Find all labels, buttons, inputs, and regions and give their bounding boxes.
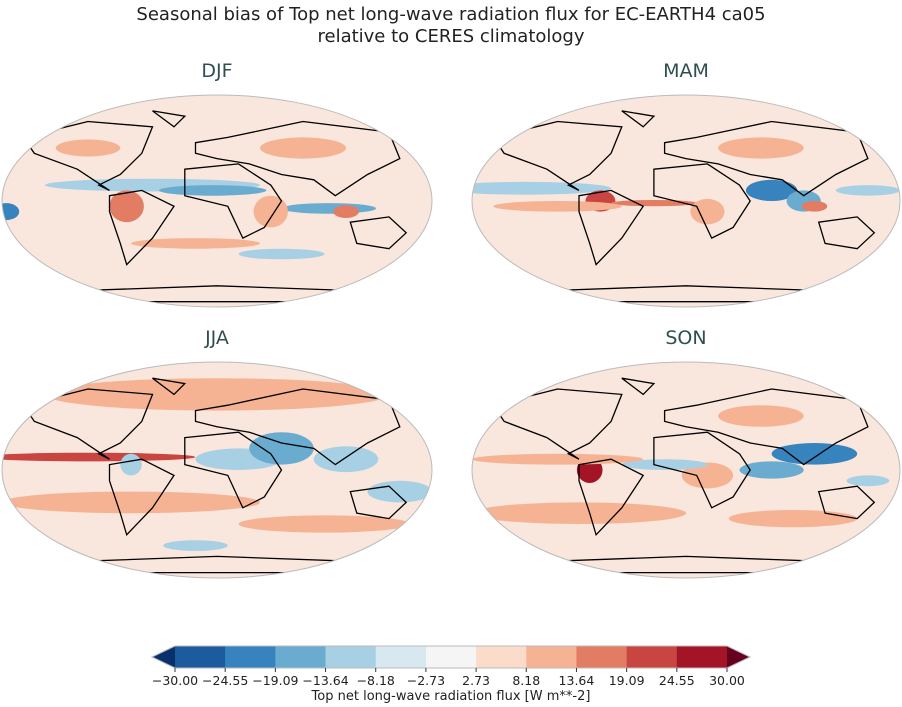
coastline bbox=[194, 388, 401, 466]
colorbar-segment bbox=[375, 646, 427, 668]
bias-region bbox=[835, 185, 900, 196]
coastline bbox=[152, 377, 187, 396]
coastline bbox=[653, 163, 751, 239]
coastline bbox=[621, 377, 656, 396]
bias-region bbox=[472, 502, 686, 524]
bias-region bbox=[718, 137, 804, 159]
map-boundary bbox=[471, 361, 901, 579]
bias-region bbox=[728, 509, 858, 528]
colorbar-segment bbox=[526, 646, 577, 668]
colorbar-extend-min bbox=[152, 646, 175, 668]
bias-region bbox=[771, 443, 858, 465]
bias-region bbox=[801, 201, 828, 212]
bias-region bbox=[45, 378, 389, 411]
coastline bbox=[578, 458, 645, 537]
colorbar-tick-label: 13.64 bbox=[559, 673, 595, 688]
coastline bbox=[22, 120, 154, 191]
panel-title-mam: MAM bbox=[663, 60, 709, 82]
bias-region bbox=[333, 205, 359, 218]
bias-region bbox=[313, 446, 379, 473]
colorbar-tick-label: −30.00 bbox=[152, 673, 198, 688]
coastline bbox=[349, 485, 408, 520]
colorbar-segment bbox=[676, 646, 728, 668]
colorbar-tick-label: −24.55 bbox=[202, 673, 248, 688]
colorbar-segment bbox=[576, 646, 628, 668]
bias-region bbox=[367, 480, 432, 503]
bias-region bbox=[238, 515, 411, 533]
bias-region bbox=[681, 462, 734, 489]
colorbar-segment bbox=[325, 646, 377, 668]
bias-region bbox=[739, 461, 804, 479]
coastline bbox=[492, 120, 623, 191]
bias-region bbox=[163, 540, 228, 551]
colorbar-tick-label: 8.18 bbox=[512, 673, 540, 688]
coastline bbox=[108, 458, 175, 537]
bias-region bbox=[472, 453, 644, 465]
coastline bbox=[817, 216, 876, 250]
bias-region bbox=[260, 137, 346, 159]
bias-region bbox=[718, 405, 804, 427]
map-panel-djf bbox=[1, 94, 433, 308]
coastline bbox=[663, 120, 869, 197]
colorbar-tick-label: 19.09 bbox=[609, 673, 645, 688]
colorbar-tick-label: −19.09 bbox=[252, 673, 298, 688]
colorbar-tick-label: 30.00 bbox=[709, 673, 745, 688]
colorbar-segment bbox=[476, 646, 527, 668]
map-panel-mam bbox=[471, 94, 901, 308]
coastline bbox=[152, 110, 187, 128]
panel-title-jja: JJA bbox=[205, 327, 229, 349]
colorbar-tick-label: 24.55 bbox=[659, 673, 695, 688]
bias-region bbox=[846, 475, 890, 487]
bias-region bbox=[2, 203, 20, 221]
bias-region bbox=[690, 198, 725, 225]
bias-region bbox=[55, 139, 121, 157]
figure-title-line2: relative to CERES climatology bbox=[317, 26, 585, 47]
map-boundary bbox=[1, 94, 433, 308]
map-boundary bbox=[471, 94, 901, 308]
coastline bbox=[663, 388, 869, 466]
colorbar-tick-label: 2.73 bbox=[462, 673, 490, 688]
colorbar-tick-label: −2.73 bbox=[407, 673, 445, 688]
coastline bbox=[194, 120, 401, 197]
colorbar-tick-label: −8.18 bbox=[357, 673, 395, 688]
bias-region bbox=[120, 453, 142, 476]
colorbar-label: Top net long-wave radiation flux [W m**-… bbox=[311, 689, 591, 704]
bias-region bbox=[745, 179, 798, 201]
coastline bbox=[108, 189, 175, 266]
coastline bbox=[22, 388, 154, 460]
coastline bbox=[349, 216, 408, 250]
coastline bbox=[184, 431, 283, 509]
panel-title-son: SON bbox=[665, 327, 707, 349]
bias-region bbox=[238, 248, 325, 260]
colorbar-segment bbox=[425, 646, 477, 668]
coastline bbox=[817, 485, 876, 520]
bias-region bbox=[621, 459, 708, 470]
coastline bbox=[184, 163, 283, 239]
colorbar-tick-label: −13.64 bbox=[302, 673, 348, 688]
map-panel-jja bbox=[1, 361, 433, 579]
bias-region bbox=[131, 238, 260, 249]
bias-region bbox=[109, 190, 144, 223]
colorbar-segment bbox=[175, 646, 226, 668]
coastline bbox=[621, 110, 656, 128]
bias-region bbox=[249, 432, 314, 465]
bias-region bbox=[2, 491, 260, 514]
bias-region bbox=[493, 201, 622, 212]
coastline bbox=[578, 189, 645, 266]
map-panel-son bbox=[471, 361, 901, 579]
colorbar-extend-max bbox=[727, 646, 750, 668]
figure-title-line1: Seasonal bias of Top net long-wave radia… bbox=[136, 4, 766, 25]
colorbar-segment bbox=[225, 646, 276, 668]
map-boundary bbox=[1, 361, 433, 579]
panel-title-djf: DJF bbox=[201, 60, 233, 82]
coastline bbox=[653, 431, 751, 509]
colorbar-segment bbox=[275, 646, 327, 668]
coastline bbox=[492, 388, 623, 460]
bias-region bbox=[158, 185, 267, 196]
colorbar-segment bbox=[626, 646, 678, 668]
